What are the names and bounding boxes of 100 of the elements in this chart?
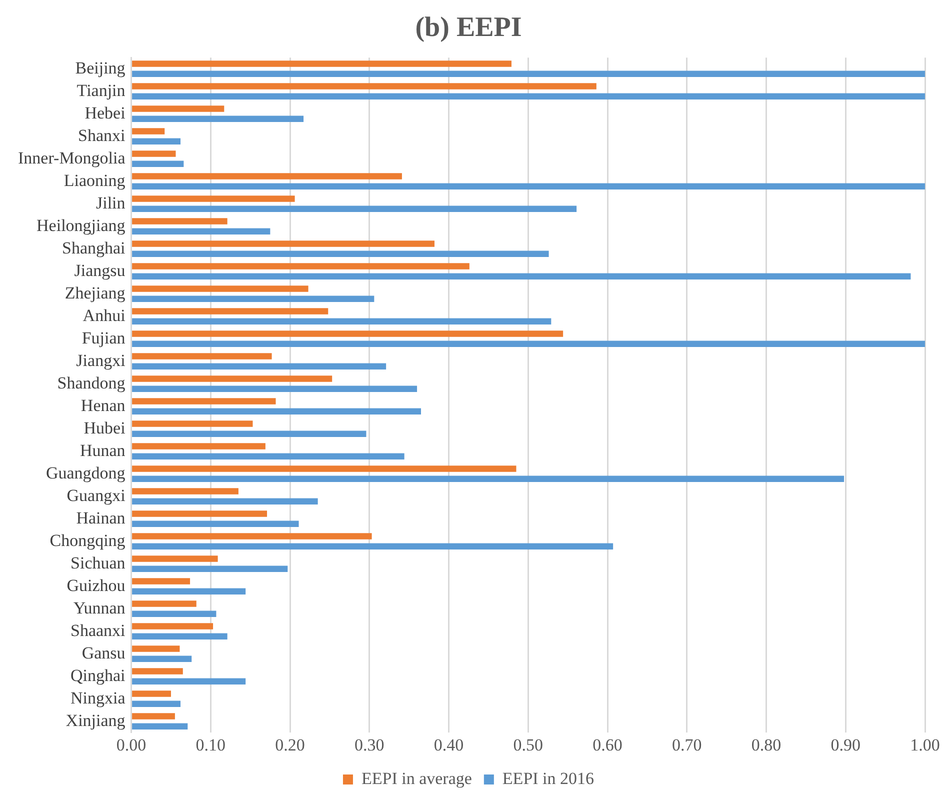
bar [132, 83, 596, 90]
bar [132, 318, 552, 325]
x-tick-label: 0.00 [116, 735, 146, 754]
bar [132, 556, 218, 562]
x-tick-label: 0.50 [513, 735, 544, 754]
bar [132, 453, 404, 460]
bar [132, 668, 183, 674]
bar [132, 330, 564, 337]
bar [132, 173, 402, 180]
bar [132, 353, 272, 360]
x-tick-label: 0.40 [434, 735, 464, 754]
x-tick-label: 0.20 [275, 735, 305, 754]
bar [132, 93, 925, 100]
bar [132, 296, 374, 302]
bar [132, 600, 196, 607]
y-tick-label: Shanghai [62, 238, 126, 258]
y-tick-label: Yunnan [73, 598, 126, 618]
bar [132, 623, 214, 630]
y-tick-label: Jiangsu [74, 260, 126, 280]
bar [132, 116, 304, 122]
bar [132, 476, 844, 482]
bar [132, 263, 470, 270]
chart-title: (b) EEPI [415, 12, 522, 44]
bar [132, 363, 386, 370]
y-tick-label: Shandong [57, 373, 126, 392]
bar [132, 196, 295, 202]
y-tick-label: Xinjiang [66, 710, 126, 730]
y-tick-label: Shaanxi [70, 620, 126, 640]
y-tick-label: Henan [80, 396, 126, 415]
bar [132, 646, 180, 652]
y-tick-label: Inner-Mongolia [18, 148, 126, 168]
y-tick-label: Anhui [82, 306, 126, 325]
y-tick-label: Qinghai [70, 666, 126, 685]
bar [132, 533, 372, 540]
bar [132, 466, 516, 472]
bar [132, 566, 288, 572]
bar [132, 386, 418, 392]
bar [132, 250, 549, 258]
bar [132, 543, 614, 550]
bar [132, 340, 925, 348]
x-tick-label: 0.80 [751, 735, 782, 754]
y-tick-label: Guangxi [66, 486, 126, 505]
bar [132, 398, 276, 404]
x-tick-label: 0.30 [354, 735, 384, 754]
bar [132, 578, 190, 584]
y-tick-label: Hainan [76, 508, 126, 528]
y-tick-label: Beijing [75, 58, 126, 78]
bar [132, 656, 192, 662]
x-tick-label: 1.00 [910, 735, 940, 754]
y-tick-label: Jilin [96, 193, 126, 212]
y-tick-label: Tianjin [76, 80, 126, 100]
bar [132, 443, 266, 450]
bar [132, 488, 238, 494]
y-tick-label: Fujian [82, 328, 126, 348]
bar [132, 430, 366, 438]
y-tick-label: Gansu [82, 643, 126, 662]
x-tick-label: 0.60 [592, 735, 622, 754]
bar [132, 408, 421, 415]
bar [132, 160, 184, 168]
y-tick-label: Hebei [84, 103, 126, 122]
bar [132, 588, 246, 595]
legend-label: EEPI in average [361, 768, 472, 788]
bar [132, 150, 176, 157]
bar [132, 138, 181, 145]
y-tick-label: Chongqing [50, 530, 126, 550]
bar [132, 498, 318, 505]
y-tick-label: Liaoning [64, 170, 126, 190]
bar [132, 128, 165, 134]
y-tick-label: Guizhou [66, 576, 126, 595]
bar [132, 308, 328, 314]
bar [132, 206, 577, 212]
legend-label: EEPI in 2016 [502, 768, 594, 788]
bar [132, 273, 911, 280]
bar [132, 183, 925, 190]
bar [132, 713, 175, 720]
bar [132, 70, 925, 78]
bar [132, 510, 268, 517]
bar [132, 723, 188, 730]
x-tick-label: 0.70 [672, 735, 702, 754]
x-tick-label: 0.10 [196, 735, 226, 754]
bar [132, 420, 253, 427]
bar [132, 240, 434, 247]
y-tick-label: Heilongjiang [36, 216, 126, 235]
bar [132, 633, 228, 640]
y-tick-label: Ningxia [70, 688, 126, 708]
bar [132, 218, 228, 224]
bar [132, 286, 308, 292]
y-tick-label: Jiangxi [76, 350, 126, 370]
bar [132, 690, 171, 697]
y-tick-label: Guangdong [46, 463, 126, 482]
y-tick-label: Shanxi [78, 126, 126, 145]
y-tick-label: Hunan [80, 440, 126, 460]
bar [132, 60, 512, 67]
x-tick-label: 0.90 [830, 735, 861, 754]
y-tick-label: Sichuan [70, 553, 126, 572]
bar [132, 376, 332, 382]
bar [132, 228, 270, 235]
bar [132, 700, 181, 708]
y-tick-label: Hubei [84, 418, 126, 438]
y-tick-label: Zhejiang [64, 283, 126, 302]
